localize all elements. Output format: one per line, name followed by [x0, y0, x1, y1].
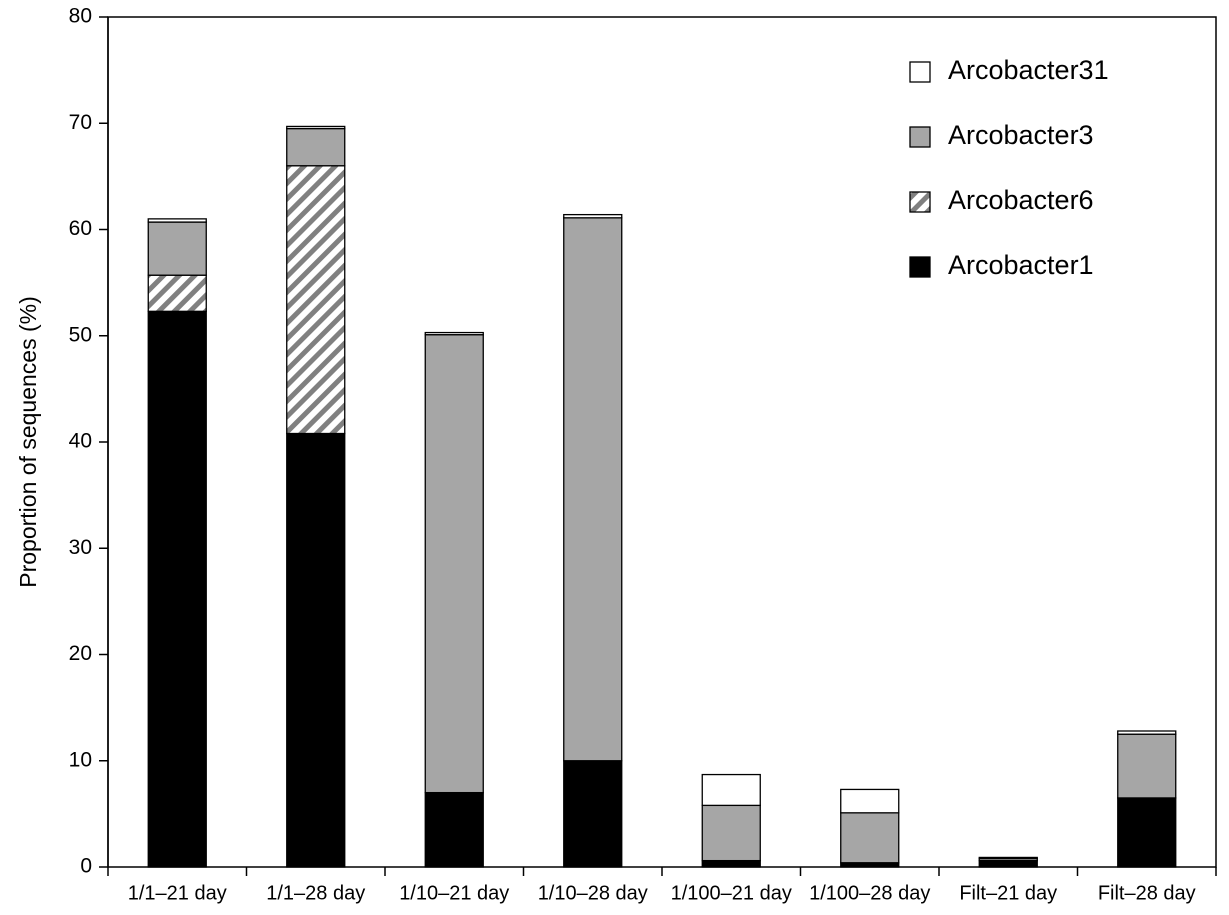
bar-segment: [1117, 733, 1177, 799]
bar-segment: [840, 788, 900, 814]
x-tick-label: 1/100–28 day: [809, 882, 930, 904]
legend-label: Arcobacter3: [948, 120, 1094, 150]
x-tick-label: 1/1–28 day: [266, 882, 365, 904]
bar-segment: [424, 791, 484, 868]
bar-segment: [147, 310, 207, 868]
bar-segment: [286, 432, 346, 868]
y-tick-label: 60: [69, 217, 92, 240]
legend-label: Arcobacter6: [948, 185, 1094, 215]
bar-segment: [1117, 797, 1177, 868]
bar-segment: [840, 812, 900, 864]
bar-segment: [424, 331, 484, 336]
legend-swatch: [909, 126, 931, 148]
bar-segment: [978, 856, 1038, 860]
bar-segment: [424, 334, 484, 794]
y-tick-label: 70: [69, 111, 92, 134]
bar-segment: [286, 125, 346, 130]
legend-swatch: [909, 256, 931, 278]
bar-segment: [286, 165, 346, 435]
y-tick-label: 40: [69, 430, 92, 453]
bar-segment: [147, 218, 207, 223]
bar-segment: [978, 859, 1038, 868]
x-tick-label: 1/100–21 day: [671, 882, 792, 904]
x-tick-label: 1/10–21 day: [399, 882, 509, 904]
legend-label: Arcobacter1: [948, 250, 1094, 280]
x-tick-label: 1/10–28 day: [538, 882, 648, 904]
y-tick-label: 0: [80, 855, 92, 878]
legend-swatch: [909, 191, 931, 213]
y-tick-label: 50: [69, 323, 92, 346]
y-tick-label: 10: [69, 748, 92, 771]
y-axis-label: Proportion of sequences (%): [15, 296, 41, 588]
bar-segment: [701, 859, 761, 868]
x-tick-label: Filt–28 day: [1098, 882, 1196, 904]
y-tick-label: 80: [69, 5, 92, 28]
bar-segment: [147, 274, 207, 312]
x-tick-label: 1/1–21 day: [128, 882, 227, 904]
bar-segment: [563, 760, 623, 868]
bar-segment: [701, 804, 761, 862]
legend-label: Arcobacter31: [948, 55, 1109, 85]
x-tick-label: Filt–21 day: [959, 882, 1057, 904]
bar-segment: [701, 773, 761, 807]
y-tick-label: 20: [69, 642, 92, 665]
bar-segment: [147, 221, 207, 276]
y-tick-label: 30: [69, 536, 92, 559]
legend-swatch: [909, 61, 931, 83]
bar-segment: [286, 127, 346, 167]
bar-segment: [563, 213, 623, 219]
bar-segment: [1117, 730, 1177, 735]
bar-segment: [563, 217, 623, 762]
